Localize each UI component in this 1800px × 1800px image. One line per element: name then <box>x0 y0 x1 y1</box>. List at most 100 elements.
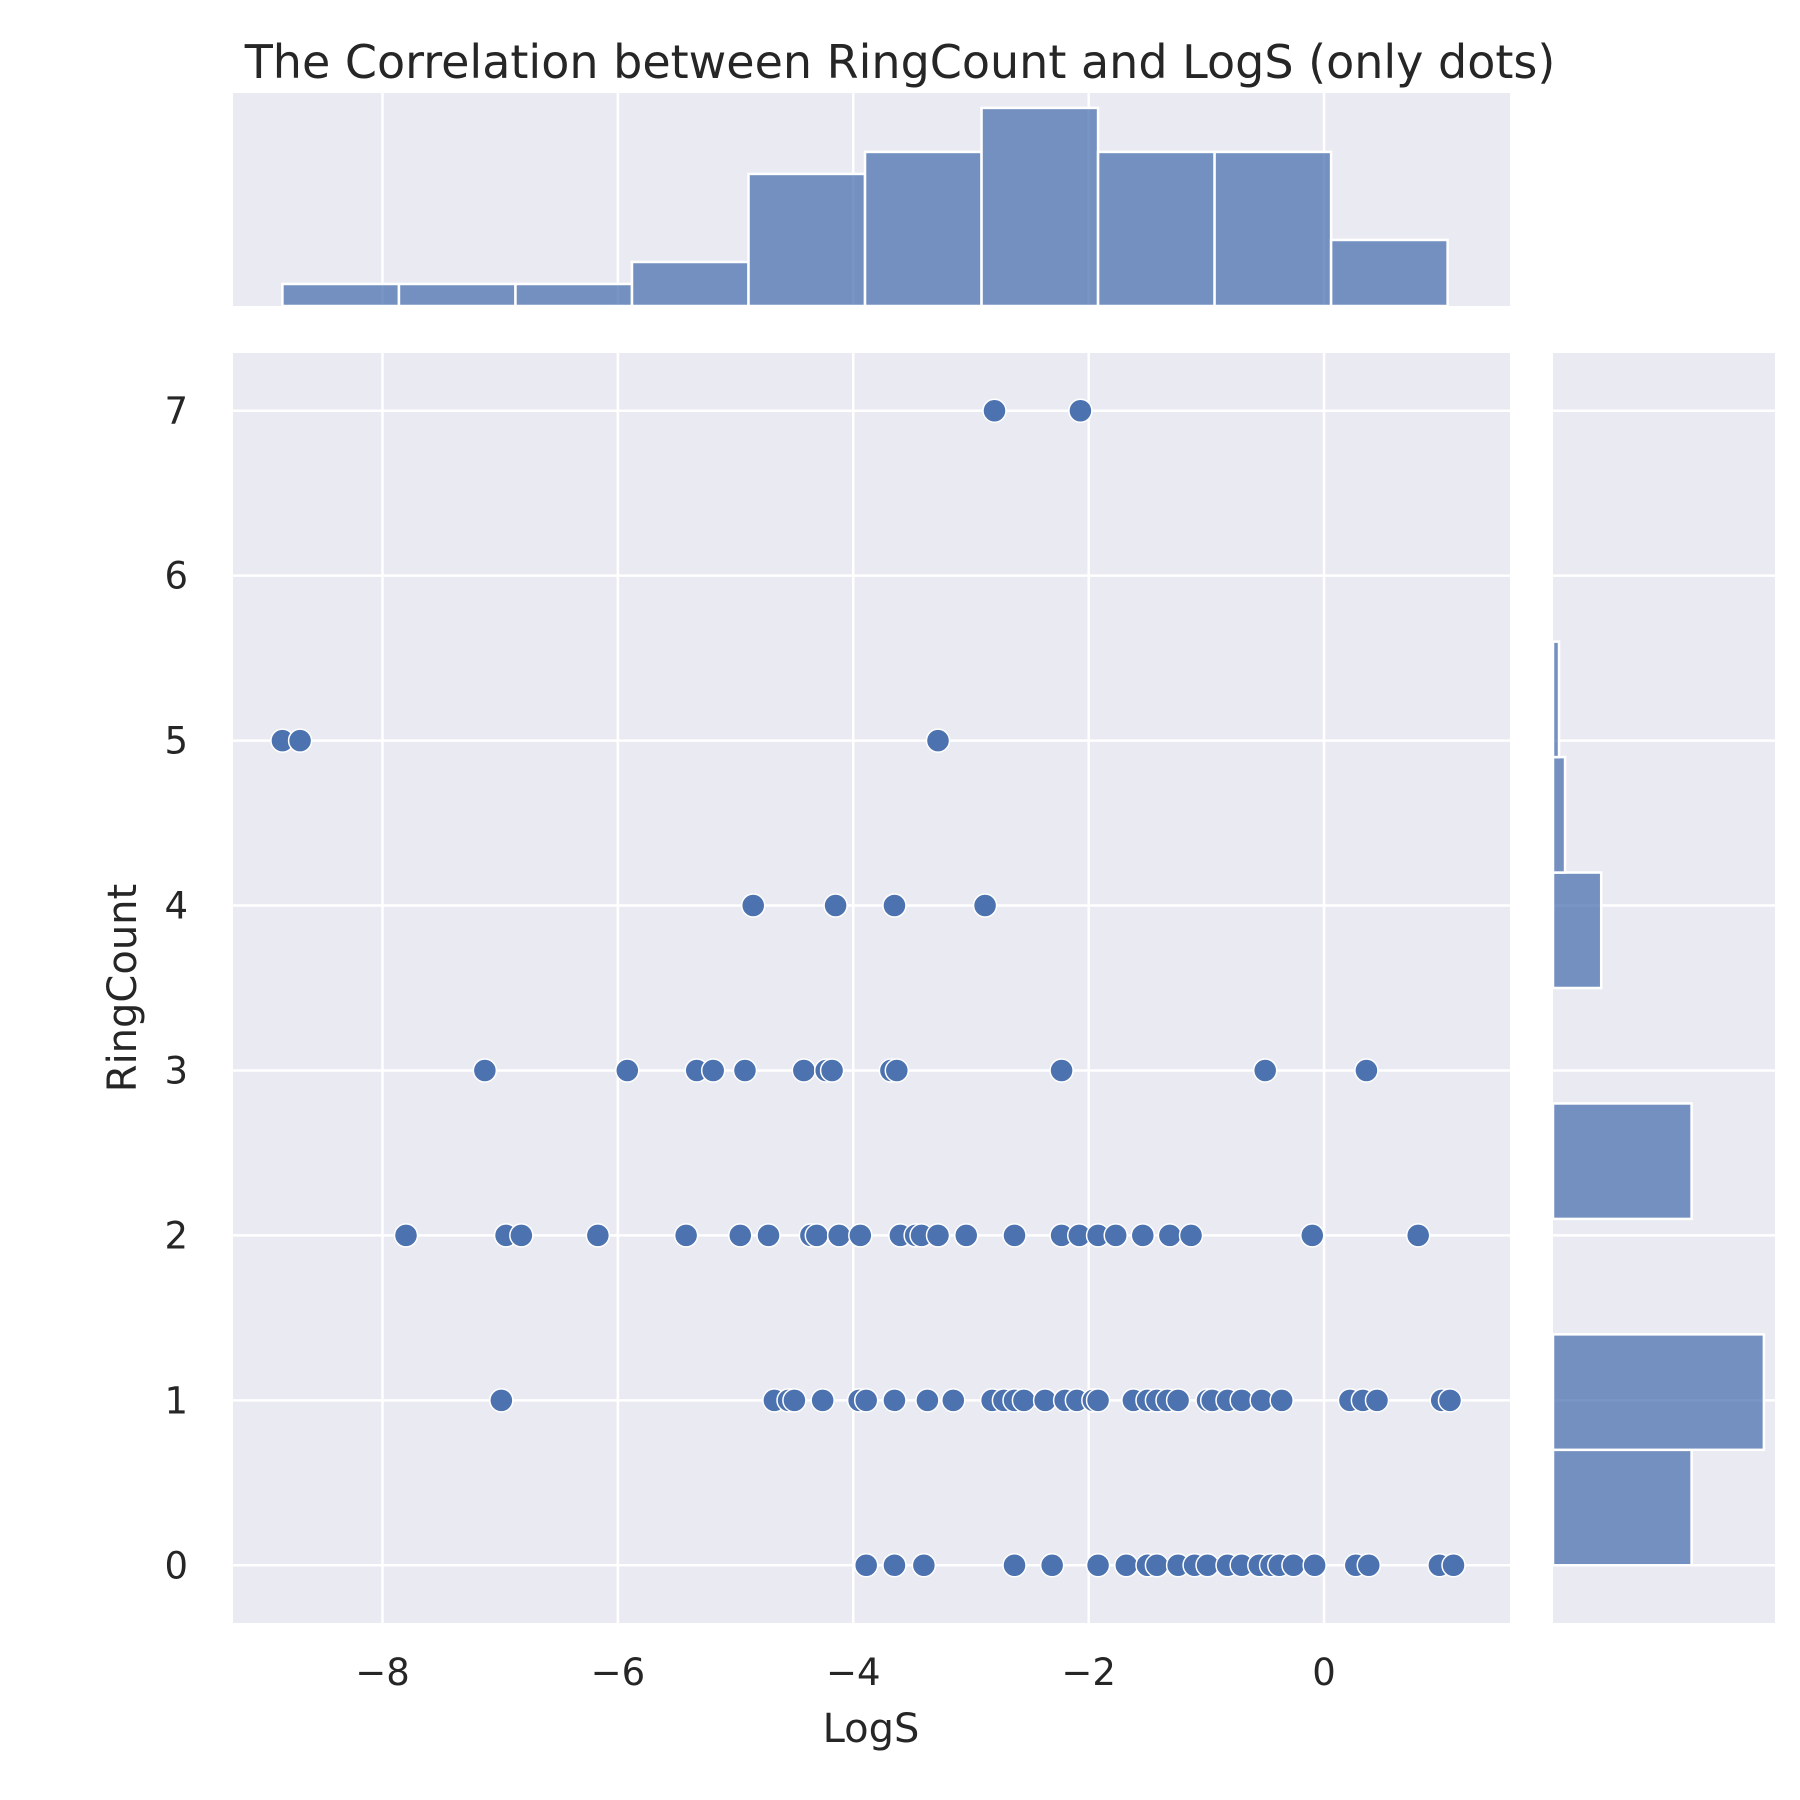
scatter-point <box>826 1223 852 1248</box>
scatter-point <box>810 1388 835 1413</box>
scatter-point <box>700 1058 726 1083</box>
scatter-point <box>740 893 766 918</box>
right-histogram-bar <box>1551 871 1603 990</box>
scatter-point <box>1269 1388 1294 1413</box>
top-histogram-bar <box>397 282 517 308</box>
scatter-point <box>1157 1223 1183 1248</box>
scatter-point <box>1085 1553 1111 1578</box>
scatter-point <box>1085 1388 1111 1413</box>
top-histogram-bar <box>980 106 1100 308</box>
scatter-point <box>882 1388 907 1413</box>
scatter-point <box>1364 1388 1390 1413</box>
scatter-point <box>853 1553 879 1578</box>
scatter-point <box>393 1223 419 1248</box>
x-tick-label: 0 <box>1312 1651 1336 1694</box>
scatter-point <box>1002 1223 1027 1248</box>
scatter-point <box>1130 1223 1156 1248</box>
top-histogram-bars <box>281 106 1449 308</box>
scatter-point <box>925 1223 951 1248</box>
right-histogram-bar <box>1551 1333 1766 1452</box>
scatter-point <box>953 1223 979 1248</box>
right-histogram-bar <box>1551 1102 1693 1221</box>
scatter-point <box>1068 398 1093 423</box>
x-tick-label: −8 <box>355 1651 410 1694</box>
y-tick-label: 3 <box>164 1049 188 1092</box>
scatter-point <box>1114 1553 1139 1578</box>
y-tick-label: 5 <box>164 720 188 763</box>
x-axis-title: LogS <box>823 1706 920 1752</box>
right-histogram-bar <box>1551 1448 1693 1567</box>
right-histogram-bars <box>1551 640 1766 1567</box>
right-histogram-bar <box>1551 755 1567 874</box>
y-tick-label: 4 <box>164 885 188 928</box>
scatter-point <box>1178 1223 1204 1248</box>
scatter-point <box>1049 1058 1074 1083</box>
scatter-point <box>509 1223 534 1248</box>
chart-title: The Correlation between RingCount and Lo… <box>244 35 1556 89</box>
scatter-point <box>1405 1223 1431 1248</box>
scatter-point <box>585 1223 611 1248</box>
scatter-point <box>1039 1553 1065 1578</box>
scatter-point <box>1281 1553 1306 1578</box>
scatter-point <box>489 1388 514 1413</box>
top-histogram-bar <box>281 282 401 308</box>
right-histogram-bar <box>1551 640 1561 759</box>
y-tick-label: 6 <box>164 555 188 598</box>
top-histogram-bar <box>863 150 983 308</box>
x-tick-label: −4 <box>826 1651 881 1694</box>
x-tick-labels: −8 −6 −4 −2 0 <box>355 1651 1336 1694</box>
scatter-point <box>1302 1553 1327 1578</box>
scatter-point <box>1354 1058 1379 1083</box>
x-tick-label: −6 <box>591 1651 646 1694</box>
x-tick-label: −2 <box>1061 1651 1116 1694</box>
top-histogram-bar <box>1329 238 1449 308</box>
y-tick-labels: 0 1 2 3 4 5 6 7 <box>164 390 188 1588</box>
scatter-point <box>472 1058 498 1083</box>
scatter-point <box>823 893 848 918</box>
right-histogram-panel <box>1551 353 1775 1623</box>
y-tick-label: 2 <box>164 1214 188 1257</box>
scatter-point <box>982 398 1007 423</box>
top-histogram-bar <box>1096 150 1216 308</box>
scatter-point <box>882 1553 907 1578</box>
scatter-point <box>925 728 951 753</box>
top-histogram-bar <box>630 260 750 308</box>
scatter-points <box>270 398 1466 1578</box>
scatter-point <box>804 1223 830 1248</box>
scatter-point <box>756 1223 781 1248</box>
top-histogram-bar <box>747 172 867 308</box>
scatter-point <box>1356 1553 1382 1578</box>
scatter-point <box>882 893 907 918</box>
y-tick-label: 0 <box>164 1544 188 1587</box>
scatter-point <box>728 1223 753 1248</box>
scatter-point <box>853 1388 879 1413</box>
y-tick-label: 7 <box>164 390 188 433</box>
scatter-point <box>782 1388 807 1413</box>
scatter-point <box>1437 1388 1463 1413</box>
scatter-background <box>233 353 1510 1623</box>
top-histogram-bar <box>514 282 634 308</box>
scatter-point <box>287 728 313 753</box>
scatter-point <box>1002 1553 1027 1578</box>
scatter-point <box>791 1058 817 1083</box>
scatter-point <box>972 893 998 918</box>
scatter-point <box>941 1388 966 1413</box>
scatter-point <box>915 1388 940 1413</box>
top-histogram-panel <box>233 93 1510 308</box>
scatter-point <box>1103 1223 1128 1248</box>
y-axis-title: RingCount <box>100 884 146 1092</box>
scatter-point <box>884 1058 910 1083</box>
scatter-point <box>1252 1058 1278 1083</box>
scatter-point <box>848 1223 873 1248</box>
scatter-point <box>911 1553 937 1578</box>
scatter-point <box>1300 1223 1325 1248</box>
scatter-point <box>615 1058 640 1083</box>
scatter-point <box>819 1058 845 1083</box>
top-histogram-bar <box>1213 150 1333 308</box>
scatter-point <box>1165 1388 1191 1413</box>
scatter-point <box>673 1223 699 1248</box>
scatter-point <box>732 1058 758 1083</box>
y-tick-label: 1 <box>164 1379 188 1422</box>
scatter-point <box>1441 1553 1466 1578</box>
